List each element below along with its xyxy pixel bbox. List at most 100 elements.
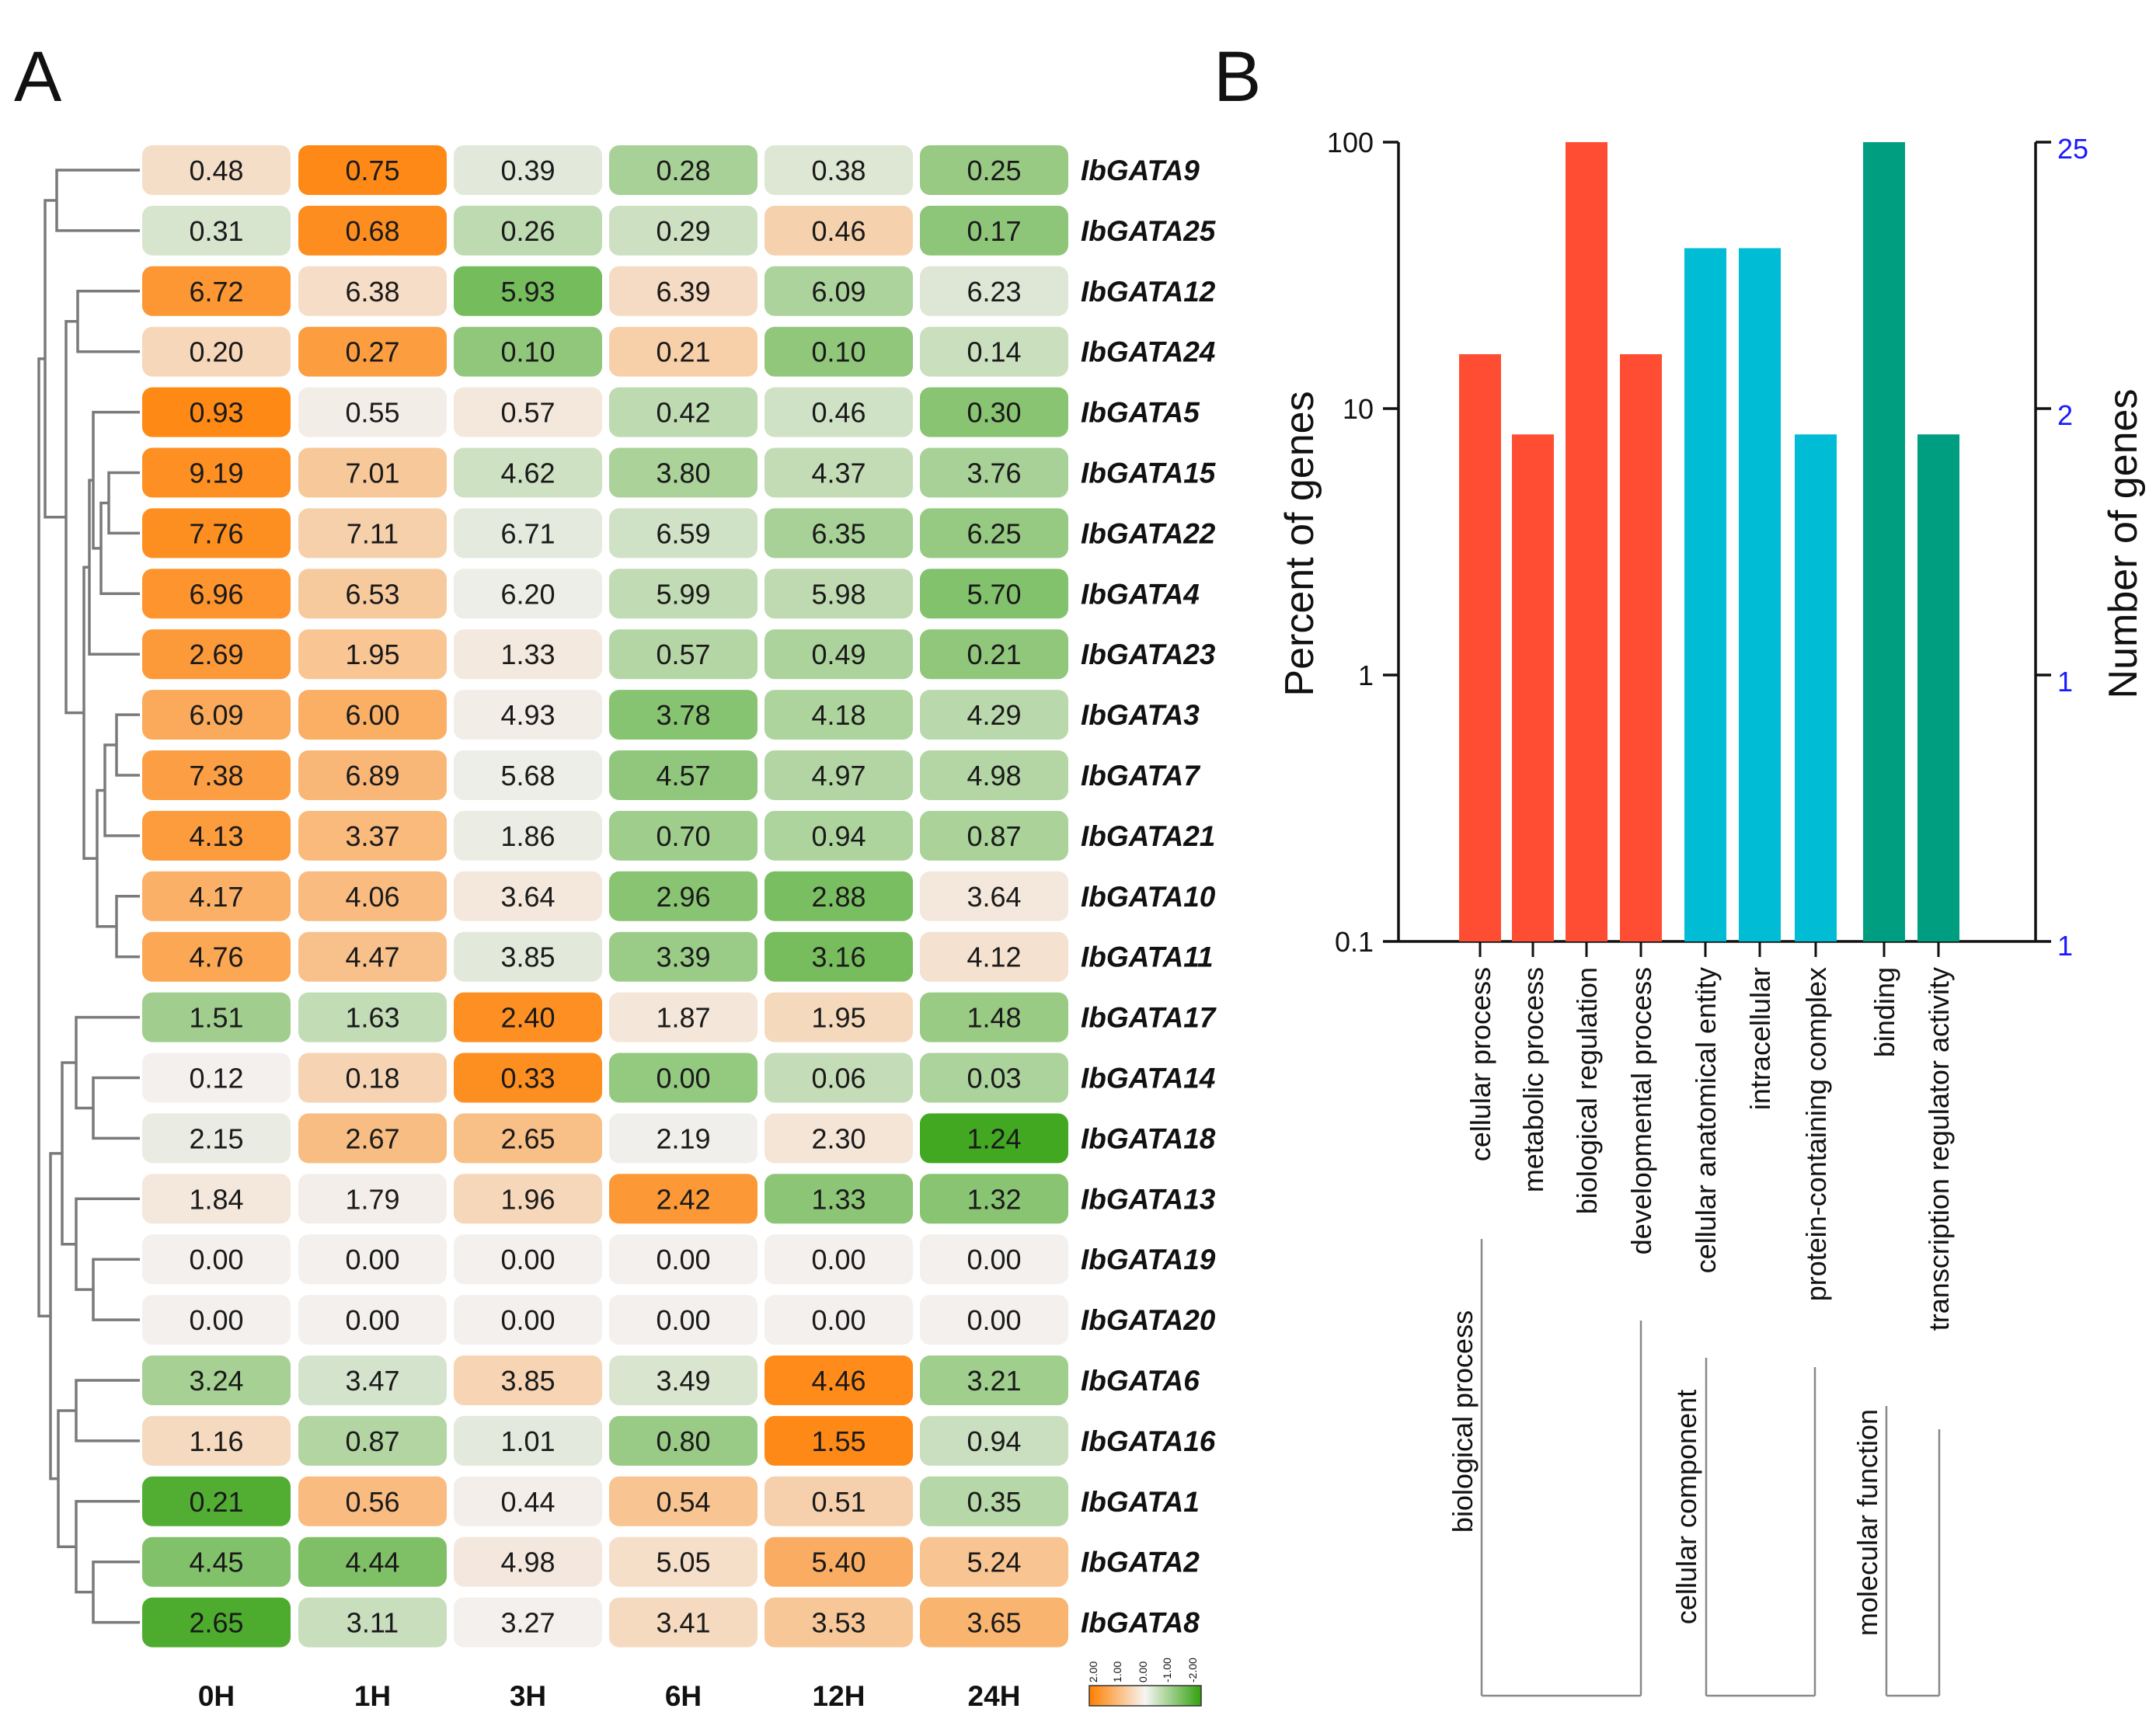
heat-cell-label: 3.64 <box>967 881 1021 913</box>
heat-cell <box>142 992 291 1042</box>
heat-cell <box>765 1113 913 1164</box>
heat-cell-label: 6.72 <box>189 276 243 308</box>
heat-cell-label: 4.93 <box>500 699 555 731</box>
heat-cell-label: 3.80 <box>656 458 710 489</box>
heat-cell-label: 0.29 <box>656 215 710 247</box>
heat-cell-label: 3.24 <box>189 1365 243 1397</box>
category-label: cellular process <box>1465 967 1496 1161</box>
heat-cell <box>765 1476 913 1526</box>
legend-tick-5: -2.00 <box>1186 1658 1199 1683</box>
heat-cell <box>454 387 602 437</box>
heat-cell-label: 0.10 <box>500 336 555 368</box>
heat-cell-label: 0.00 <box>345 1244 399 1275</box>
heat-cell-label: 0.56 <box>345 1486 399 1518</box>
heat-cell-label: 4.12 <box>967 941 1021 973</box>
heat-cell-label: 0.75 <box>345 155 399 186</box>
heat-cell-label: 6.71 <box>500 517 555 549</box>
dendrogram-branch <box>37 357 51 1317</box>
gene-label: IbGATA8 <box>1081 1607 1200 1639</box>
heat-cell <box>920 931 1068 982</box>
heat-cell-label: 0.57 <box>500 397 555 429</box>
bars <box>1459 142 1959 942</box>
gene-label: IbGATA1 <box>1081 1486 1200 1518</box>
heat-cell-label: 0.12 <box>189 1063 243 1094</box>
bar <box>1917 434 1959 941</box>
heat-cell <box>765 266 913 316</box>
gene-label: IbGATA14 <box>1081 1063 1215 1094</box>
heat-cell <box>142 1053 291 1103</box>
heat-cell-label: 4.37 <box>811 458 866 489</box>
heat-cell-label: 0.28 <box>656 155 710 186</box>
dendrogram-branch <box>115 713 140 777</box>
heat-cell-label: 1.95 <box>345 639 399 670</box>
heat-cell-label: 1.96 <box>500 1183 555 1215</box>
heat-cell <box>920 1415 1068 1466</box>
heat-cell-label: 0.21 <box>967 639 1021 670</box>
heat-cell <box>298 326 447 377</box>
heat-cell <box>454 1597 602 1648</box>
heat-cell-label: 0.31 <box>189 215 243 247</box>
heat-cell-label: 1.79 <box>345 1183 399 1215</box>
heat-cell <box>765 1174 913 1224</box>
heat-cell-label: 2.67 <box>345 1122 399 1154</box>
heat-cell-label: 1.01 <box>500 1425 555 1457</box>
heat-cell-label: 0.00 <box>656 1304 710 1336</box>
heat-cell <box>298 690 447 740</box>
heat-cell <box>920 871 1068 921</box>
heat-cell <box>609 1536 758 1587</box>
heat-cell <box>609 205 758 256</box>
heat-cell-label: 1.84 <box>189 1183 243 1215</box>
heat-cell <box>298 1234 447 1285</box>
heat-cell-label: 0.06 <box>811 1063 866 1094</box>
heat-cell-label: 0.00 <box>656 1244 710 1275</box>
heat-cell-label: 6.09 <box>189 699 243 731</box>
heat-cell <box>920 145 1068 195</box>
heat-cell-label: 0.94 <box>967 1425 1021 1457</box>
dendrogram <box>37 169 140 1624</box>
gene-label: IbGATA25 <box>1081 215 1217 247</box>
heat-cell-label: 3.64 <box>500 881 555 913</box>
heat-cell-label: 5.93 <box>500 276 555 308</box>
heat-cell <box>920 1536 1068 1587</box>
heat-cell <box>765 1415 913 1466</box>
bar <box>1566 142 1607 941</box>
heat-cell <box>454 266 602 316</box>
category-label: protein-containing complex <box>1800 967 1832 1301</box>
heat-cell-label: 4.06 <box>345 881 399 913</box>
heat-cell <box>298 508 447 559</box>
gene-label: IbGATA22 <box>1081 517 1216 549</box>
heat-cell-label: 2.30 <box>811 1122 866 1154</box>
gene-label: IbGATA4 <box>1081 578 1200 610</box>
heat-cell-label: 0.18 <box>345 1063 399 1094</box>
heat-cell-label: 4.98 <box>967 760 1021 792</box>
gene-label: IbGATA24 <box>1081 336 1215 368</box>
dendrogram-branch <box>96 788 117 928</box>
dendrogram-branch <box>75 1015 140 1110</box>
heat-cell-label: 6.96 <box>189 578 243 610</box>
heat-cell-label: 0.38 <box>811 155 866 186</box>
heat-cell <box>454 810 602 861</box>
dendrogram-branch <box>75 1197 140 1291</box>
heat-cell <box>609 931 758 982</box>
heat-cell <box>298 629 447 680</box>
heat-cell-label: 1.48 <box>967 1002 1021 1034</box>
group-label-biological-process: biological process <box>1447 1310 1479 1533</box>
heat-cell <box>609 1295 758 1345</box>
heat-cell <box>920 1476 1068 1526</box>
heat-cell <box>765 569 913 619</box>
group-label-molecular-function: molecular function <box>1851 1409 1883 1636</box>
heat-cell <box>454 1355 602 1405</box>
heat-cell <box>454 931 602 982</box>
heat-cell <box>298 387 447 437</box>
heat-cell <box>920 569 1068 619</box>
dendrogram-branch <box>49 1152 62 1481</box>
heat-cell-label: 0.94 <box>811 820 866 852</box>
heat-cell <box>765 205 913 256</box>
heat-cell <box>765 871 913 921</box>
heat-cell-label: 3.37 <box>345 820 399 852</box>
heat-cell <box>765 629 913 680</box>
heat-cell-label: 5.99 <box>656 578 710 610</box>
heat-cell <box>765 145 913 195</box>
heat-cell <box>609 750 758 800</box>
